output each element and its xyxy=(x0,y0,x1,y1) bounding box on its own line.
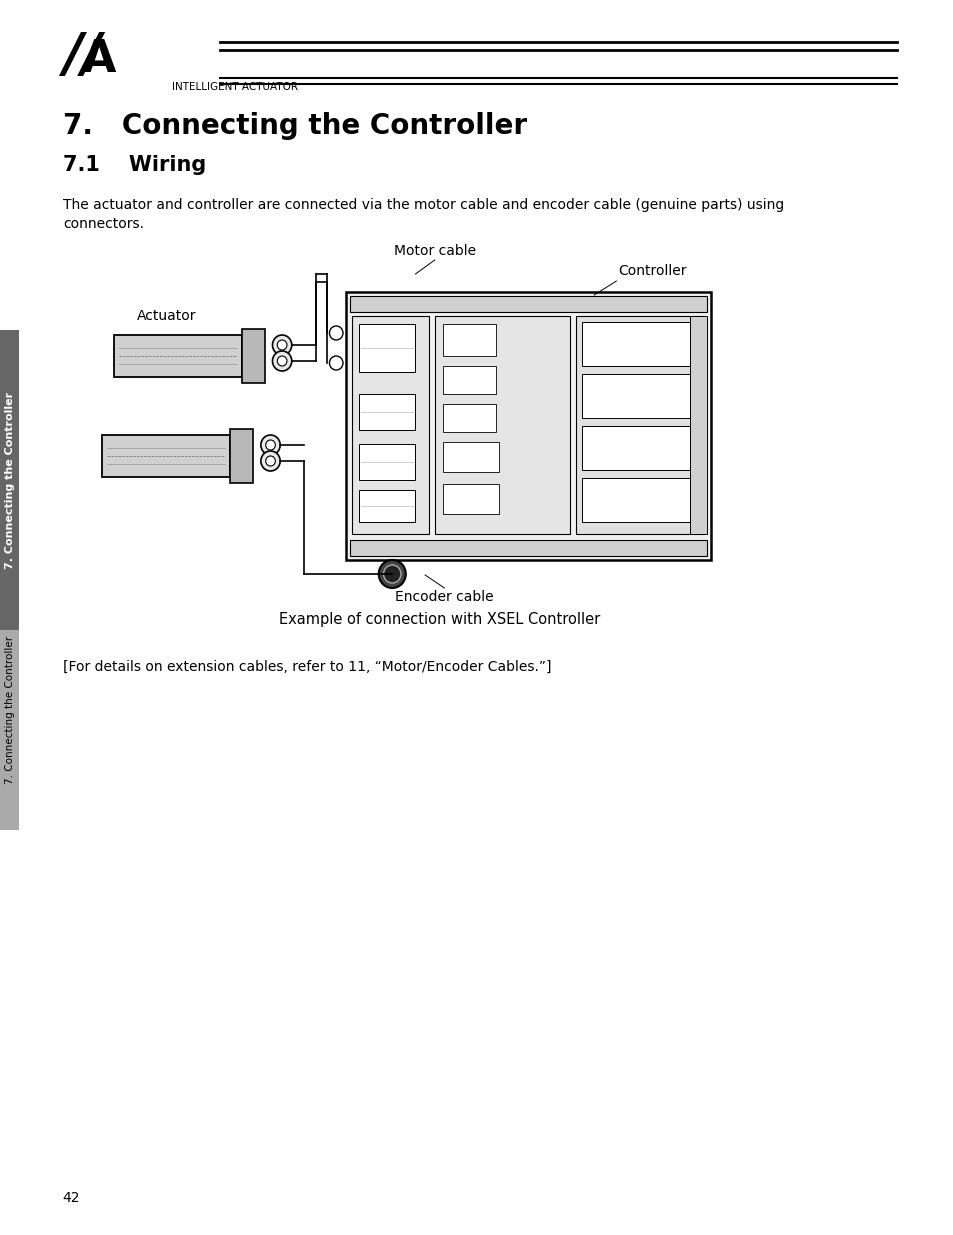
Bar xyxy=(442,484,498,514)
Bar xyxy=(114,335,241,377)
Bar xyxy=(442,442,498,472)
Text: Example of connection with XSEL Controller: Example of connection with XSEL Controll… xyxy=(278,613,599,627)
Circle shape xyxy=(273,335,292,354)
Bar xyxy=(241,329,264,383)
Bar xyxy=(350,296,706,312)
Bar xyxy=(230,429,253,483)
Bar xyxy=(442,324,496,356)
Bar xyxy=(352,316,429,534)
Bar xyxy=(581,374,695,417)
Circle shape xyxy=(266,440,275,450)
Bar xyxy=(0,330,19,630)
Text: 7. Connecting the Controller: 7. Connecting the Controller xyxy=(5,391,14,568)
Text: 7.   Connecting the Controller: 7. Connecting the Controller xyxy=(63,112,526,140)
Bar xyxy=(346,291,710,559)
Text: A: A xyxy=(82,38,116,82)
Bar xyxy=(576,316,702,534)
Circle shape xyxy=(266,456,275,466)
Bar xyxy=(350,540,706,556)
Bar xyxy=(435,316,570,534)
Text: //: // xyxy=(63,30,101,82)
Bar xyxy=(442,404,496,432)
Bar xyxy=(581,426,695,471)
Circle shape xyxy=(383,564,400,583)
Circle shape xyxy=(378,559,405,588)
Circle shape xyxy=(329,356,343,370)
Bar xyxy=(359,394,415,430)
Text: Encoder cable: Encoder cable xyxy=(395,590,494,604)
Bar xyxy=(0,630,19,830)
Text: The actuator and controller are connected via the motor cable and encoder cable : The actuator and controller are connecte… xyxy=(63,198,783,231)
Text: Controller: Controller xyxy=(618,264,686,278)
Bar xyxy=(359,490,415,522)
Circle shape xyxy=(260,451,280,471)
Circle shape xyxy=(277,340,287,350)
Circle shape xyxy=(260,435,280,454)
Circle shape xyxy=(273,351,292,370)
Text: INTELLIGENT ACTUATOR: INTELLIGENT ACTUATOR xyxy=(172,82,297,91)
Bar xyxy=(689,316,706,534)
Bar xyxy=(442,366,496,394)
Bar xyxy=(581,322,695,366)
Text: 42: 42 xyxy=(63,1191,80,1205)
Bar xyxy=(581,478,695,522)
Text: 7.1    Wiring: 7.1 Wiring xyxy=(63,156,206,175)
Bar xyxy=(359,445,415,480)
Text: [For details on extension cables, refer to 11, “Motor/Encoder Cables.”]: [For details on extension cables, refer … xyxy=(63,659,551,674)
Bar xyxy=(102,435,230,477)
Text: Actuator: Actuator xyxy=(136,309,195,324)
Circle shape xyxy=(329,326,343,340)
Text: 7. Connecting the Controller: 7. Connecting the Controller xyxy=(5,636,14,784)
Circle shape xyxy=(277,356,287,366)
Text: Motor cable: Motor cable xyxy=(394,245,476,258)
Bar xyxy=(359,324,415,372)
